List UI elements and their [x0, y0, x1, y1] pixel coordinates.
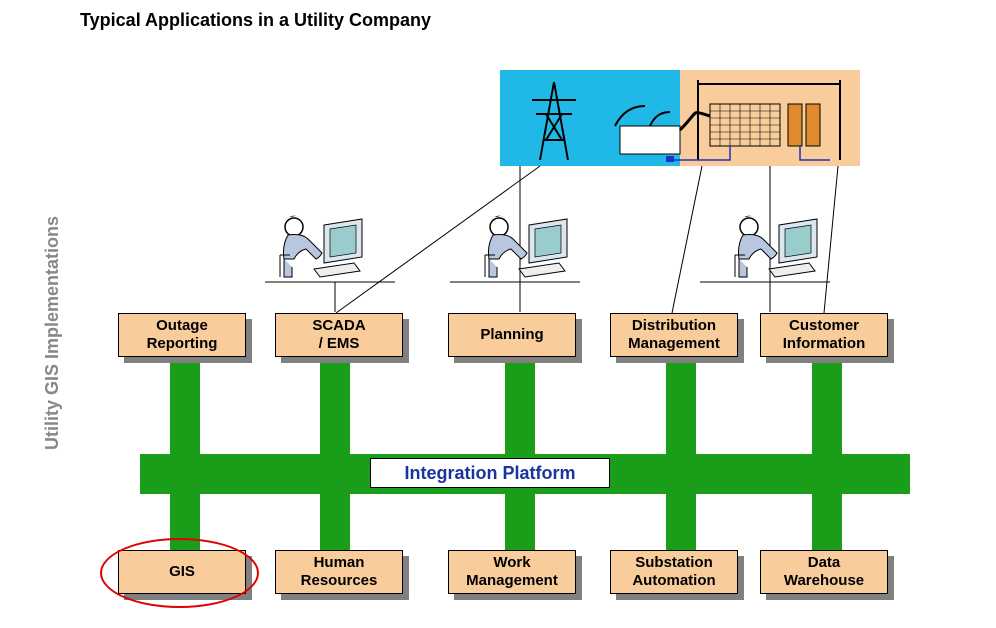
- pillar: [505, 358, 535, 454]
- side-label: Utility GIS Implementations: [42, 216, 63, 450]
- pillar: [170, 358, 200, 454]
- app-bottom-box: HumanResources: [275, 550, 403, 594]
- page-title: Typical Applications in a Utility Compan…: [80, 10, 431, 31]
- app-bottom-box: WorkManagement: [448, 550, 576, 594]
- app-top-box: Planning: [448, 313, 576, 357]
- integration-platform-label: Integration Platform: [370, 458, 610, 488]
- app-top-box: DistributionManagement: [610, 313, 738, 357]
- pillar: [666, 494, 696, 550]
- app-bottom-box: DataWarehouse: [760, 550, 888, 594]
- pillar: [812, 494, 842, 550]
- app-top-box: SCADA/ EMS: [275, 313, 403, 357]
- pillar: [666, 358, 696, 454]
- gis-highlight-ellipse: [100, 538, 259, 608]
- integration-platform-text: Integration Platform: [404, 463, 575, 484]
- app-top-box: CustomerInformation: [760, 313, 888, 357]
- pillar: [812, 358, 842, 454]
- pillar: [320, 494, 350, 550]
- pillar: [505, 494, 535, 550]
- app-top-box: OutageReporting: [118, 313, 246, 357]
- pillar: [320, 358, 350, 454]
- app-bottom-box: SubstationAutomation: [610, 550, 738, 594]
